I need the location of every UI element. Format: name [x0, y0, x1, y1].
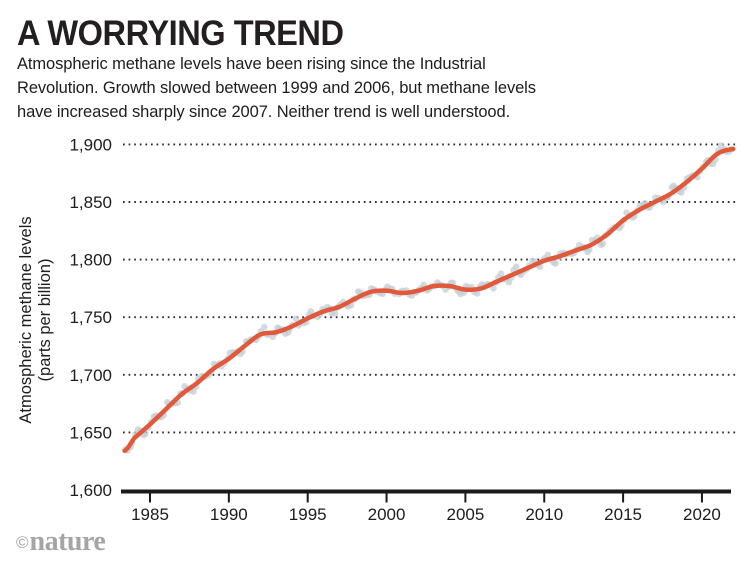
x-tick-label-2005: 2005	[446, 505, 484, 524]
scatter-point	[331, 310, 339, 317]
scatter-point	[513, 263, 520, 271]
scatter-point	[473, 290, 481, 297]
y-tick-label-1850: 1,850	[69, 193, 112, 212]
y-tick-label-1700: 1,700	[69, 366, 112, 385]
y-tick-label-1750: 1,750	[69, 308, 112, 327]
scatter-point	[552, 260, 559, 267]
trend-line	[122, 146, 736, 454]
scatter-point	[261, 323, 268, 331]
scatter-point	[490, 285, 497, 292]
scatter-point	[599, 240, 607, 248]
x-tick-label-2010: 2010	[525, 505, 563, 524]
y-tick-label-1650: 1,650	[69, 423, 112, 442]
copyright-icon: ©	[16, 533, 29, 552]
scatter-point	[292, 315, 300, 323]
y-tick-label-1800: 1,800	[69, 251, 112, 270]
scatter-point	[678, 189, 685, 196]
nature-wordmark: nature	[29, 526, 106, 557]
y-axis-label-line1: Atmospheric methane levels	[17, 216, 35, 423]
chart-description: Atmospheric methane levels have been ris…	[17, 55, 536, 121]
x-tick-label-2020: 2020	[683, 505, 721, 524]
x-tick-label-1990: 1990	[210, 505, 248, 524]
x-tick-label-1995: 1995	[289, 505, 327, 524]
x-tick-label-1985: 1985	[131, 505, 169, 524]
y-tick-label-1900: 1,900	[69, 135, 112, 154]
y-tick-label-1600: 1,600	[69, 481, 112, 500]
nature-logo: ©nature	[16, 526, 106, 561]
x-tick-label-2015: 2015	[604, 505, 642, 524]
y-axis-label-line2: (parts per billion)	[36, 259, 54, 382]
x-tick-label-2000: 2000	[368, 505, 406, 524]
scatter-point	[497, 270, 505, 278]
page-title: A WORRYING TREND	[17, 14, 344, 53]
